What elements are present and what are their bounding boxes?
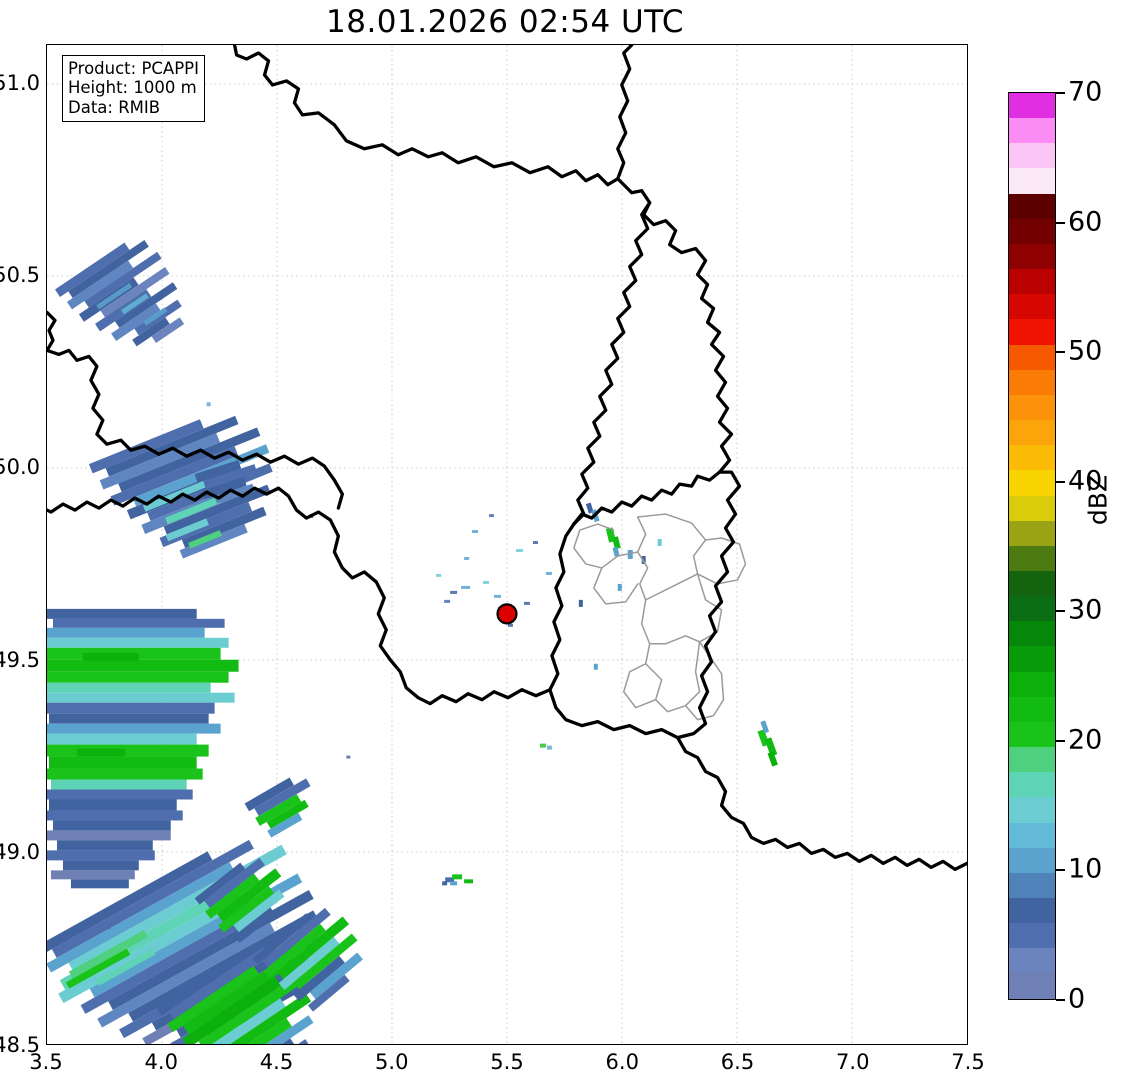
y-tick-49-0: 49.0 xyxy=(0,840,40,864)
colorbar-band-5 xyxy=(1009,847,1055,873)
colorbar-band-17 xyxy=(1009,545,1055,571)
y-tick-48-5: 48.5 xyxy=(0,1033,40,1057)
colorbar-band-10 xyxy=(1009,721,1055,748)
cb-tick-70: 70 xyxy=(1068,76,1103,108)
cb-tick-40: 40 xyxy=(1068,465,1103,497)
product-info-box: Product: PCAPPI Height: 1000 m Data: RMI… xyxy=(62,55,205,123)
cb-tick-60: 60 xyxy=(1068,206,1103,238)
country-borders xyxy=(47,45,967,871)
y-tick-49-5: 49.5 xyxy=(0,648,40,672)
x-tick-4-5: 4.5 xyxy=(259,1050,294,1074)
colorbar-band-11 xyxy=(1009,696,1055,722)
colorbar-band-6 xyxy=(1009,822,1055,848)
colorbar-band-34 xyxy=(1009,118,1055,144)
info-height-line: Height: 1000 m xyxy=(68,78,197,98)
echo-isolated-5-25 xyxy=(442,874,474,886)
echo-speckle-near-radar xyxy=(436,514,552,627)
cb-tick-50: 50 xyxy=(1068,335,1103,367)
colorbar-band-32 xyxy=(1009,168,1055,194)
y-tick-50-0: 50.0 xyxy=(0,455,40,479)
colorbar-band-14 xyxy=(1009,621,1055,647)
colorbar-band-24 xyxy=(1009,369,1055,395)
x-tick-5-0: 5.0 xyxy=(375,1050,409,1074)
colorbar-band-7 xyxy=(1009,797,1055,823)
x-tick-6-0: 6.0 xyxy=(605,1050,639,1074)
info-data-line: Data: RMIB xyxy=(68,97,161,117)
echo-cluster-south-streaks xyxy=(156,857,363,1044)
colorbar-band-9 xyxy=(1009,747,1055,773)
info-product-line: Product: PCAPPI xyxy=(68,59,199,78)
colorbar-band-28 xyxy=(1009,269,1055,295)
colorbar-band-19 xyxy=(1009,495,1055,521)
cb-tick-0: 0 xyxy=(1068,983,1086,1015)
colorbar-band-31 xyxy=(1009,193,1055,219)
map-plot-area[interactable] xyxy=(46,44,968,1045)
echo-cluster-west-strong xyxy=(47,608,239,889)
figure-title: 18.01.2026 02:54 UTC xyxy=(326,4,684,40)
colorbar-band-27 xyxy=(1009,294,1055,320)
x-tick-4-0: 4.0 xyxy=(144,1050,178,1074)
x-tick-5-5: 5.5 xyxy=(490,1050,524,1074)
echo-cluster-west-mid xyxy=(88,415,273,559)
x-tick-7-5: 7.5 xyxy=(951,1050,985,1074)
colorbar-band-8 xyxy=(1009,772,1055,798)
colorbar-band-12 xyxy=(1009,671,1055,697)
cb-tick-20: 20 xyxy=(1068,724,1103,756)
radar-echo-layer xyxy=(47,240,778,1044)
colorbar-band-1 xyxy=(1009,948,1055,974)
colorbar-label: dBZ xyxy=(1083,474,1113,526)
x-tick-7-0: 7.0 xyxy=(836,1050,870,1074)
colorbar-band-30 xyxy=(1009,218,1055,244)
colorbar-band-23 xyxy=(1009,394,1055,421)
colorbar-band-29 xyxy=(1009,243,1055,270)
colorbar-band-2 xyxy=(1009,923,1055,949)
echo-cluster-northwest xyxy=(54,240,185,347)
x-tick-6-5: 6.5 xyxy=(720,1050,755,1074)
y-tick-51-0: 51.0 xyxy=(0,71,40,95)
colorbar-band-21 xyxy=(1009,445,1055,471)
colorbar-band-0 xyxy=(1009,973,1055,999)
cb-tick-10: 10 xyxy=(1068,853,1103,885)
colorbar-band-15 xyxy=(1009,596,1055,622)
colorbar-band-3 xyxy=(1009,898,1055,924)
cb-tick-30: 30 xyxy=(1068,594,1103,626)
colorbar[interactable] xyxy=(1008,92,1056,1000)
colorbar-band-18 xyxy=(1009,520,1055,546)
y-tick-50-5: 50.5 xyxy=(0,263,40,287)
map-canvas xyxy=(47,45,967,1044)
colorbar-band-25 xyxy=(1009,344,1055,370)
colorbar-band-4 xyxy=(1009,872,1055,898)
colorbar-band-20 xyxy=(1009,470,1055,496)
x-tick-3-5: 3.5 xyxy=(29,1050,63,1074)
colorbar-band-33 xyxy=(1009,143,1055,169)
colorbar-band-16 xyxy=(1009,570,1055,597)
colorbar-band-35 xyxy=(1009,93,1055,119)
colorbar-band-22 xyxy=(1009,420,1055,446)
colorbar-band-13 xyxy=(1009,646,1055,672)
colorbar-band-26 xyxy=(1009,319,1055,345)
radar-station-marker[interactable] xyxy=(496,603,518,625)
